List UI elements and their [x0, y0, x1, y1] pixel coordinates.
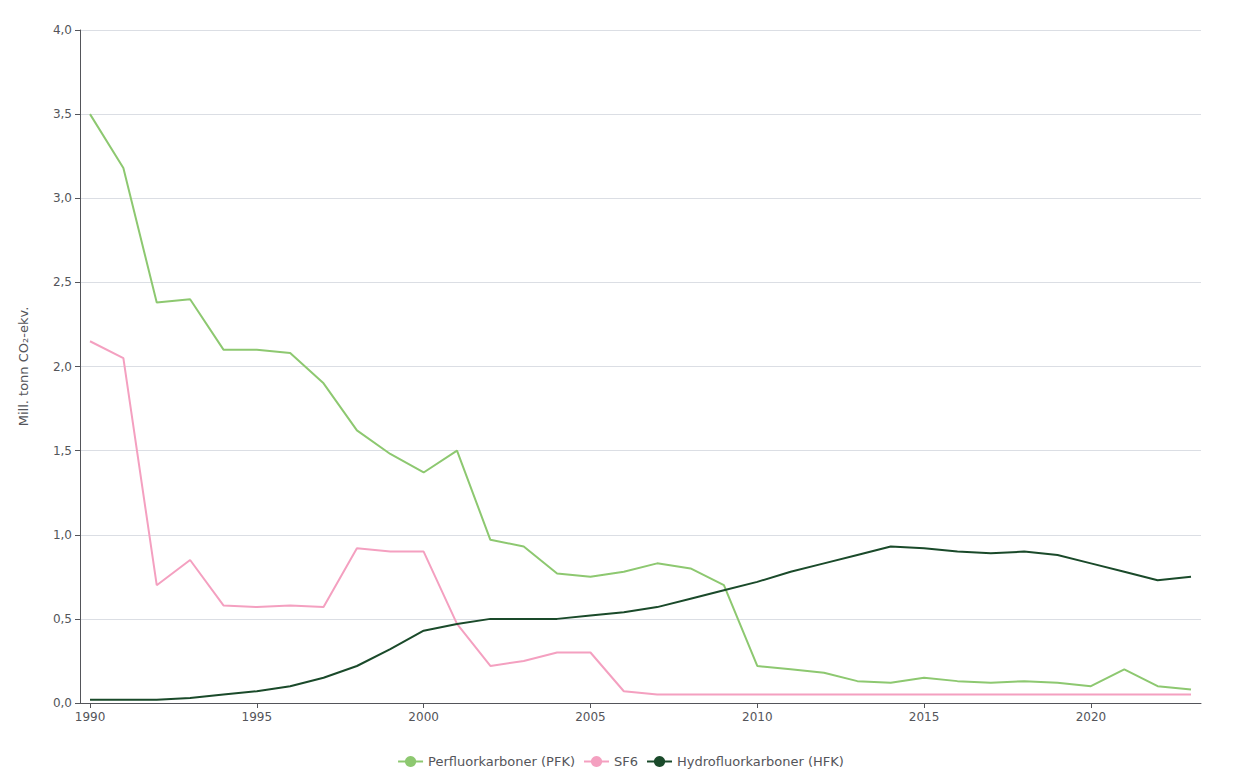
svg-text:1995: 1995 [242, 710, 273, 724]
svg-text:1990: 1990 [75, 710, 106, 724]
svg-text:2015: 2015 [909, 710, 940, 724]
svg-text:1,5: 1,5 [53, 444, 72, 458]
svg-text:Mill. tonn CO₂-ekv.: Mill. tonn CO₂-ekv. [16, 307, 31, 427]
svg-text:0,0: 0,0 [53, 696, 72, 710]
svg-text:4,0: 4,0 [53, 23, 72, 37]
svg-text:1,0: 1,0 [53, 528, 72, 542]
svg-text:2000: 2000 [408, 710, 439, 724]
svg-text:2,5: 2,5 [53, 275, 72, 289]
svg-text:Perfluorkarboner (PFK): Perfluorkarboner (PFK) [428, 754, 575, 769]
svg-text:2020: 2020 [1076, 710, 1107, 724]
svg-text:SF6: SF6 [614, 754, 638, 769]
svg-text:3,5: 3,5 [53, 107, 72, 121]
svg-text:0,5: 0,5 [53, 612, 72, 626]
svg-text:2010: 2010 [742, 710, 773, 724]
svg-text:2,0: 2,0 [53, 360, 72, 374]
svg-text:3,0: 3,0 [53, 191, 72, 205]
svg-text:Hydrofluorkarboner (HFK): Hydrofluorkarboner (HFK) [677, 754, 844, 769]
svg-text:2005: 2005 [575, 710, 606, 724]
